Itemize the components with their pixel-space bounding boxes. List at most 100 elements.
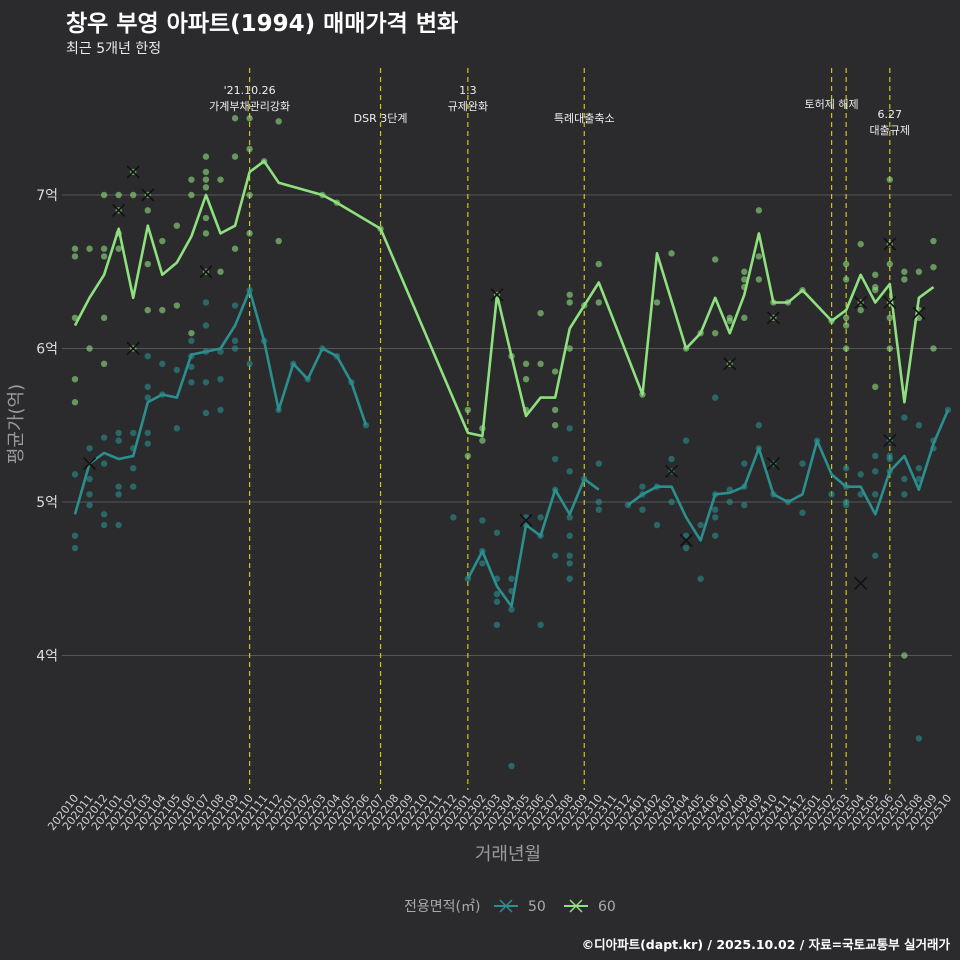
scatter-point-50 <box>755 422 763 429</box>
scatter-point-60 <box>930 237 937 245</box>
cross-marker-stroke <box>112 203 126 217</box>
cross-marker-stroke <box>766 311 780 325</box>
scatter-point-50 <box>682 532 690 539</box>
x-axis-ticks: 2020102020112020122021012021022021032021… <box>45 792 954 833</box>
scatter-point-60 <box>246 230 253 237</box>
scatter-point-60 <box>159 237 166 245</box>
scatter-point-50 <box>639 483 646 490</box>
scatter-point-50 <box>115 483 122 490</box>
cross-marker-stroke <box>854 295 868 310</box>
scatter-point-60 <box>202 168 210 176</box>
cross-marker-60 <box>723 357 737 371</box>
legend-title: 전용면적(㎡) <box>404 899 480 915</box>
scatter-point-60 <box>857 240 864 248</box>
scatter-point-50 <box>872 552 879 559</box>
scatter-point-60 <box>144 306 151 314</box>
scatter-point-50 <box>493 590 501 598</box>
scatter-point-50 <box>217 406 224 414</box>
scatter-point-60 <box>231 115 239 122</box>
cross-marker-60 <box>912 306 926 320</box>
scatter-point-50 <box>741 460 748 467</box>
scatter-point-60 <box>71 253 79 260</box>
legend-label-60: 60 <box>598 899 616 915</box>
scatter-points <box>71 115 952 770</box>
scatter-point-50 <box>639 506 646 513</box>
scatter-point-50 <box>217 376 224 383</box>
scatter-point-50 <box>915 735 923 742</box>
scatter-point-50 <box>246 360 253 368</box>
scatter-point-60 <box>551 406 559 414</box>
cross-marker-60 <box>112 203 126 217</box>
scatter-point-50 <box>144 352 151 360</box>
series-lines <box>73 159 950 608</box>
scatter-point-50 <box>86 445 93 452</box>
scatter-point-60 <box>537 309 544 317</box>
scatter-point-60 <box>246 145 253 153</box>
scatter-point-50 <box>668 455 675 463</box>
cross-marker-50 <box>854 576 868 590</box>
scatter-point-60 <box>872 383 879 391</box>
scatter-point-50 <box>566 552 573 559</box>
scatter-point-60 <box>712 256 719 263</box>
scatter-point-60 <box>857 306 864 314</box>
cross-marker-stroke <box>126 341 140 356</box>
scatter-point-60 <box>246 191 253 199</box>
scatter-point-60 <box>566 345 573 352</box>
scatter-point-50 <box>566 560 573 567</box>
y-tick-label: 7억 <box>36 188 58 204</box>
scatter-point-50 <box>493 529 501 536</box>
legend-key-cross <box>569 899 583 913</box>
scatter-point-60 <box>522 360 530 368</box>
scatter-point-50 <box>537 514 544 521</box>
annotation-text: 특례대출축소 <box>554 112 615 125</box>
cross-marker-stroke <box>519 513 533 527</box>
scatter-point-50 <box>202 322 210 329</box>
scatter-point-50 <box>901 491 908 498</box>
annotation-text: 1.3 <box>459 84 477 97</box>
scatter-point-50 <box>100 511 108 518</box>
scatter-point-50 <box>86 501 93 509</box>
scatter-point-60 <box>188 176 195 183</box>
scatter-point-50 <box>188 363 195 371</box>
scatter-point-50 <box>712 506 719 513</box>
cross-marker-stroke <box>723 357 737 371</box>
series-line-60 <box>73 159 935 438</box>
cross-marker-50 <box>883 434 897 448</box>
scatter-point-60 <box>100 314 108 321</box>
scatter-point-50 <box>915 422 923 429</box>
scatter-point-50 <box>857 491 864 498</box>
scatter-point-50 <box>508 606 515 613</box>
scatter-point-60 <box>842 322 850 329</box>
scatter-point-50 <box>202 379 210 386</box>
scatter-point-60 <box>246 115 253 122</box>
cross-marker-60 <box>126 341 140 356</box>
cross-marker-50 <box>519 513 533 527</box>
scatter-point-60 <box>71 399 79 406</box>
scatter-point-60 <box>668 250 675 257</box>
scatter-point-60 <box>741 276 748 283</box>
scatter-point-60 <box>71 376 79 383</box>
scatter-point-50 <box>144 429 151 437</box>
scatter-point-50 <box>712 514 719 521</box>
scatter-point-60 <box>886 260 893 268</box>
scatter-point-50 <box>144 383 151 391</box>
scatter-point-50 <box>566 532 573 539</box>
scatter-point-50 <box>595 498 602 506</box>
cross-marker-stroke <box>766 457 780 471</box>
legend-label-50: 50 <box>528 899 546 915</box>
scatter-point-50 <box>901 414 908 421</box>
scatter-point-50 <box>566 425 573 432</box>
scatter-point-50 <box>697 575 704 582</box>
scatter-point-50 <box>551 552 559 559</box>
scatter-point-50 <box>188 379 195 386</box>
scatter-point-50 <box>115 491 122 498</box>
scatter-point-60 <box>842 345 850 352</box>
scatter-point-50 <box>872 491 879 498</box>
cross-marker-60 <box>141 188 155 202</box>
scatter-point-60 <box>217 176 224 183</box>
scatter-point-50 <box>828 491 835 498</box>
scatter-point-60 <box>202 184 210 191</box>
scatter-point-60 <box>115 191 122 199</box>
